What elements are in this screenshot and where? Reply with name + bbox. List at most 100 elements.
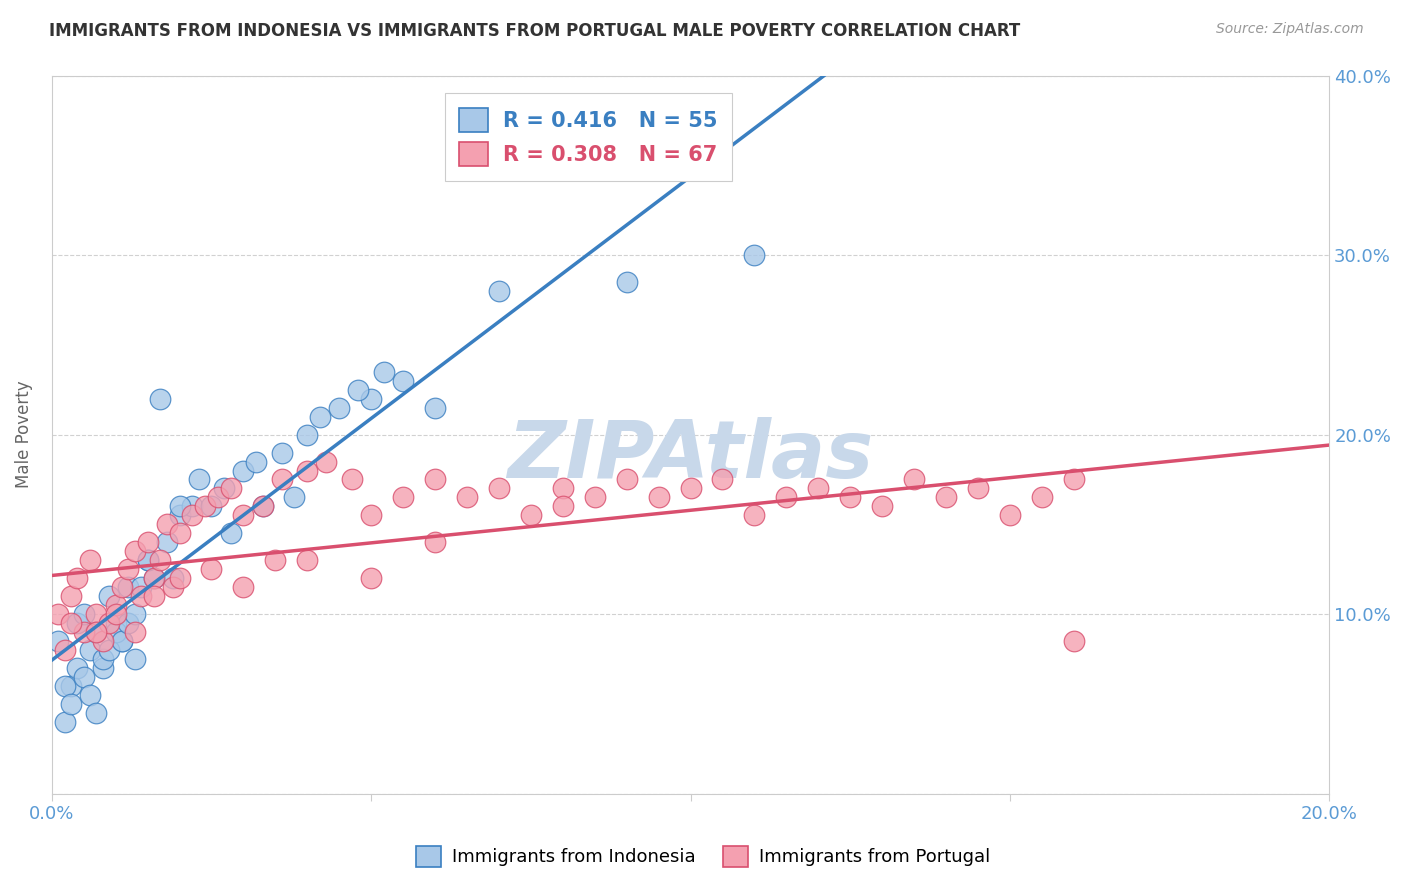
- Point: [111, 634, 134, 648]
- Point: [66, 571, 89, 585]
- Point: [104, 625, 127, 640]
- Point: [91, 652, 114, 666]
- Point: [212, 482, 235, 496]
- Point: [53, 679, 76, 693]
- Point: [360, 571, 382, 585]
- Point: [551, 482, 574, 496]
- Text: Source: ZipAtlas.com: Source: ZipAtlas.com: [1216, 22, 1364, 37]
- Point: [315, 454, 337, 468]
- Point: [187, 473, 209, 487]
- Point: [156, 517, 179, 532]
- Point: [59, 679, 82, 693]
- Point: [136, 553, 159, 567]
- Point: [423, 401, 446, 415]
- Point: [73, 625, 96, 640]
- Point: [136, 535, 159, 549]
- Point: [156, 535, 179, 549]
- Point: [124, 544, 146, 558]
- Point: [59, 616, 82, 631]
- Point: [373, 365, 395, 379]
- Point: [117, 616, 139, 631]
- Point: [117, 580, 139, 594]
- Point: [136, 553, 159, 567]
- Point: [162, 571, 184, 585]
- Point: [79, 643, 101, 657]
- Point: [423, 473, 446, 487]
- Point: [297, 427, 319, 442]
- Point: [117, 562, 139, 576]
- Point: [328, 401, 350, 415]
- Point: [744, 508, 766, 523]
- Point: [903, 473, 925, 487]
- Point: [73, 607, 96, 621]
- Point: [392, 374, 415, 388]
- Point: [66, 616, 89, 631]
- Point: [232, 463, 254, 477]
- Point: [98, 643, 121, 657]
- Point: [232, 580, 254, 594]
- Point: [181, 500, 204, 514]
- Point: [998, 508, 1021, 523]
- Point: [104, 616, 127, 631]
- Point: [219, 526, 242, 541]
- Point: [647, 491, 669, 505]
- Point: [252, 500, 274, 514]
- Text: ZIPAtlas: ZIPAtlas: [508, 417, 873, 495]
- Point: [935, 491, 957, 505]
- Point: [283, 491, 305, 505]
- Point: [86, 607, 108, 621]
- Point: [583, 491, 606, 505]
- Point: [104, 607, 127, 621]
- Point: [219, 482, 242, 496]
- Point: [79, 688, 101, 702]
- Point: [111, 634, 134, 648]
- Point: [73, 670, 96, 684]
- Point: [142, 589, 165, 603]
- Point: [142, 571, 165, 585]
- Point: [142, 571, 165, 585]
- Point: [194, 500, 217, 514]
- Point: [252, 500, 274, 514]
- Point: [169, 500, 191, 514]
- Point: [59, 589, 82, 603]
- Text: IMMIGRANTS FROM INDONESIA VS IMMIGRANTS FROM PORTUGAL MALE POVERTY CORRELATION C: IMMIGRANTS FROM INDONESIA VS IMMIGRANTS …: [49, 22, 1021, 40]
- Point: [169, 571, 191, 585]
- Point: [66, 661, 89, 675]
- Point: [111, 580, 134, 594]
- Point: [264, 553, 287, 567]
- Point: [744, 248, 766, 262]
- Point: [91, 661, 114, 675]
- Point: [456, 491, 478, 505]
- Point: [967, 482, 990, 496]
- Point: [162, 580, 184, 594]
- Point: [79, 553, 101, 567]
- Point: [86, 706, 108, 720]
- Point: [340, 473, 363, 487]
- Point: [1031, 491, 1053, 505]
- Point: [104, 598, 127, 612]
- Point: [53, 714, 76, 729]
- Point: [520, 508, 543, 523]
- Point: [270, 445, 292, 459]
- Point: [46, 634, 69, 648]
- Point: [86, 625, 108, 640]
- Point: [129, 580, 152, 594]
- Point: [347, 383, 370, 397]
- Point: [679, 482, 702, 496]
- Point: [149, 392, 172, 406]
- Point: [775, 491, 797, 505]
- Point: [91, 634, 114, 648]
- Point: [59, 697, 82, 711]
- Point: [488, 284, 510, 298]
- Point: [1063, 473, 1085, 487]
- Point: [124, 625, 146, 640]
- Point: [232, 508, 254, 523]
- Point: [360, 392, 382, 406]
- Point: [46, 607, 69, 621]
- Point: [200, 562, 222, 576]
- Legend: Immigrants from Indonesia, Immigrants from Portugal: Immigrants from Indonesia, Immigrants fr…: [409, 838, 997, 874]
- Point: [423, 535, 446, 549]
- Point: [488, 482, 510, 496]
- Point: [807, 482, 830, 496]
- Point: [124, 652, 146, 666]
